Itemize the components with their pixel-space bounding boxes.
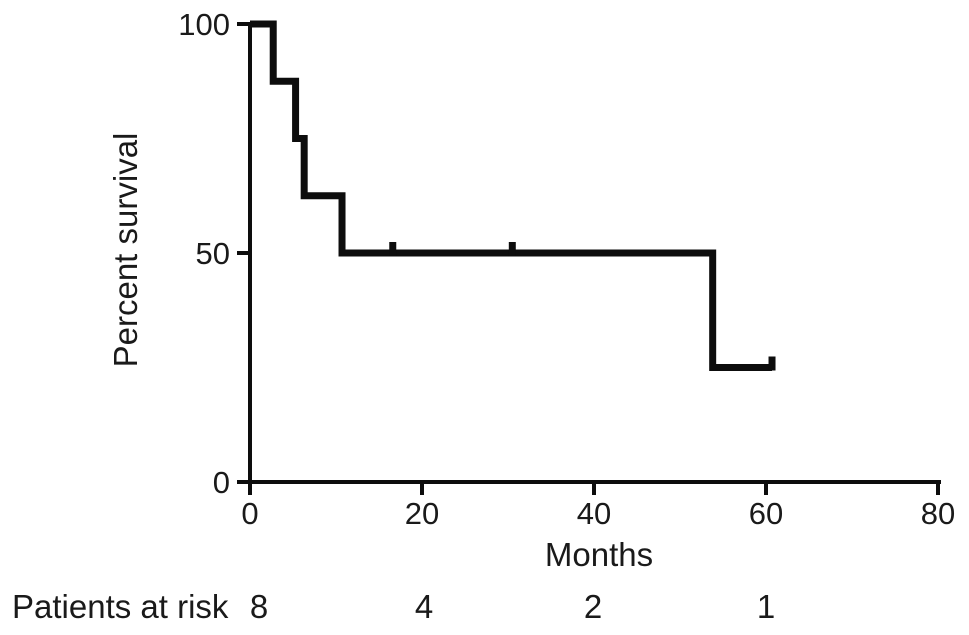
y-tick-label: 50 — [196, 236, 230, 271]
at-risk-count-0: 8 — [250, 588, 268, 625]
x-tick-label: 80 — [921, 496, 955, 531]
at-risk-count-1: 4 — [415, 588, 433, 625]
y-tick-label: 0 — [213, 465, 230, 500]
x-tick-label: 60 — [749, 496, 783, 531]
plot-layer: 0 50 100 0 20 40 60 80 — [178, 7, 955, 531]
x-tick-label: 0 — [241, 496, 258, 531]
x-tick-label: 40 — [577, 496, 611, 531]
survival-step-line — [250, 20, 773, 371]
at-risk-count-3: 1 — [757, 588, 775, 625]
y-axis-label: Percent survival — [107, 133, 144, 368]
x-axis-label: Months — [545, 536, 653, 573]
y-tick-label: 100 — [178, 7, 230, 42]
at-risk-label: Patients at risk — [12, 588, 229, 625]
x-tick-label: 20 — [405, 496, 439, 531]
at-risk-count-2: 2 — [584, 588, 602, 625]
patients-at-risk-row: Patients at risk 8 4 2 1 — [12, 588, 775, 625]
